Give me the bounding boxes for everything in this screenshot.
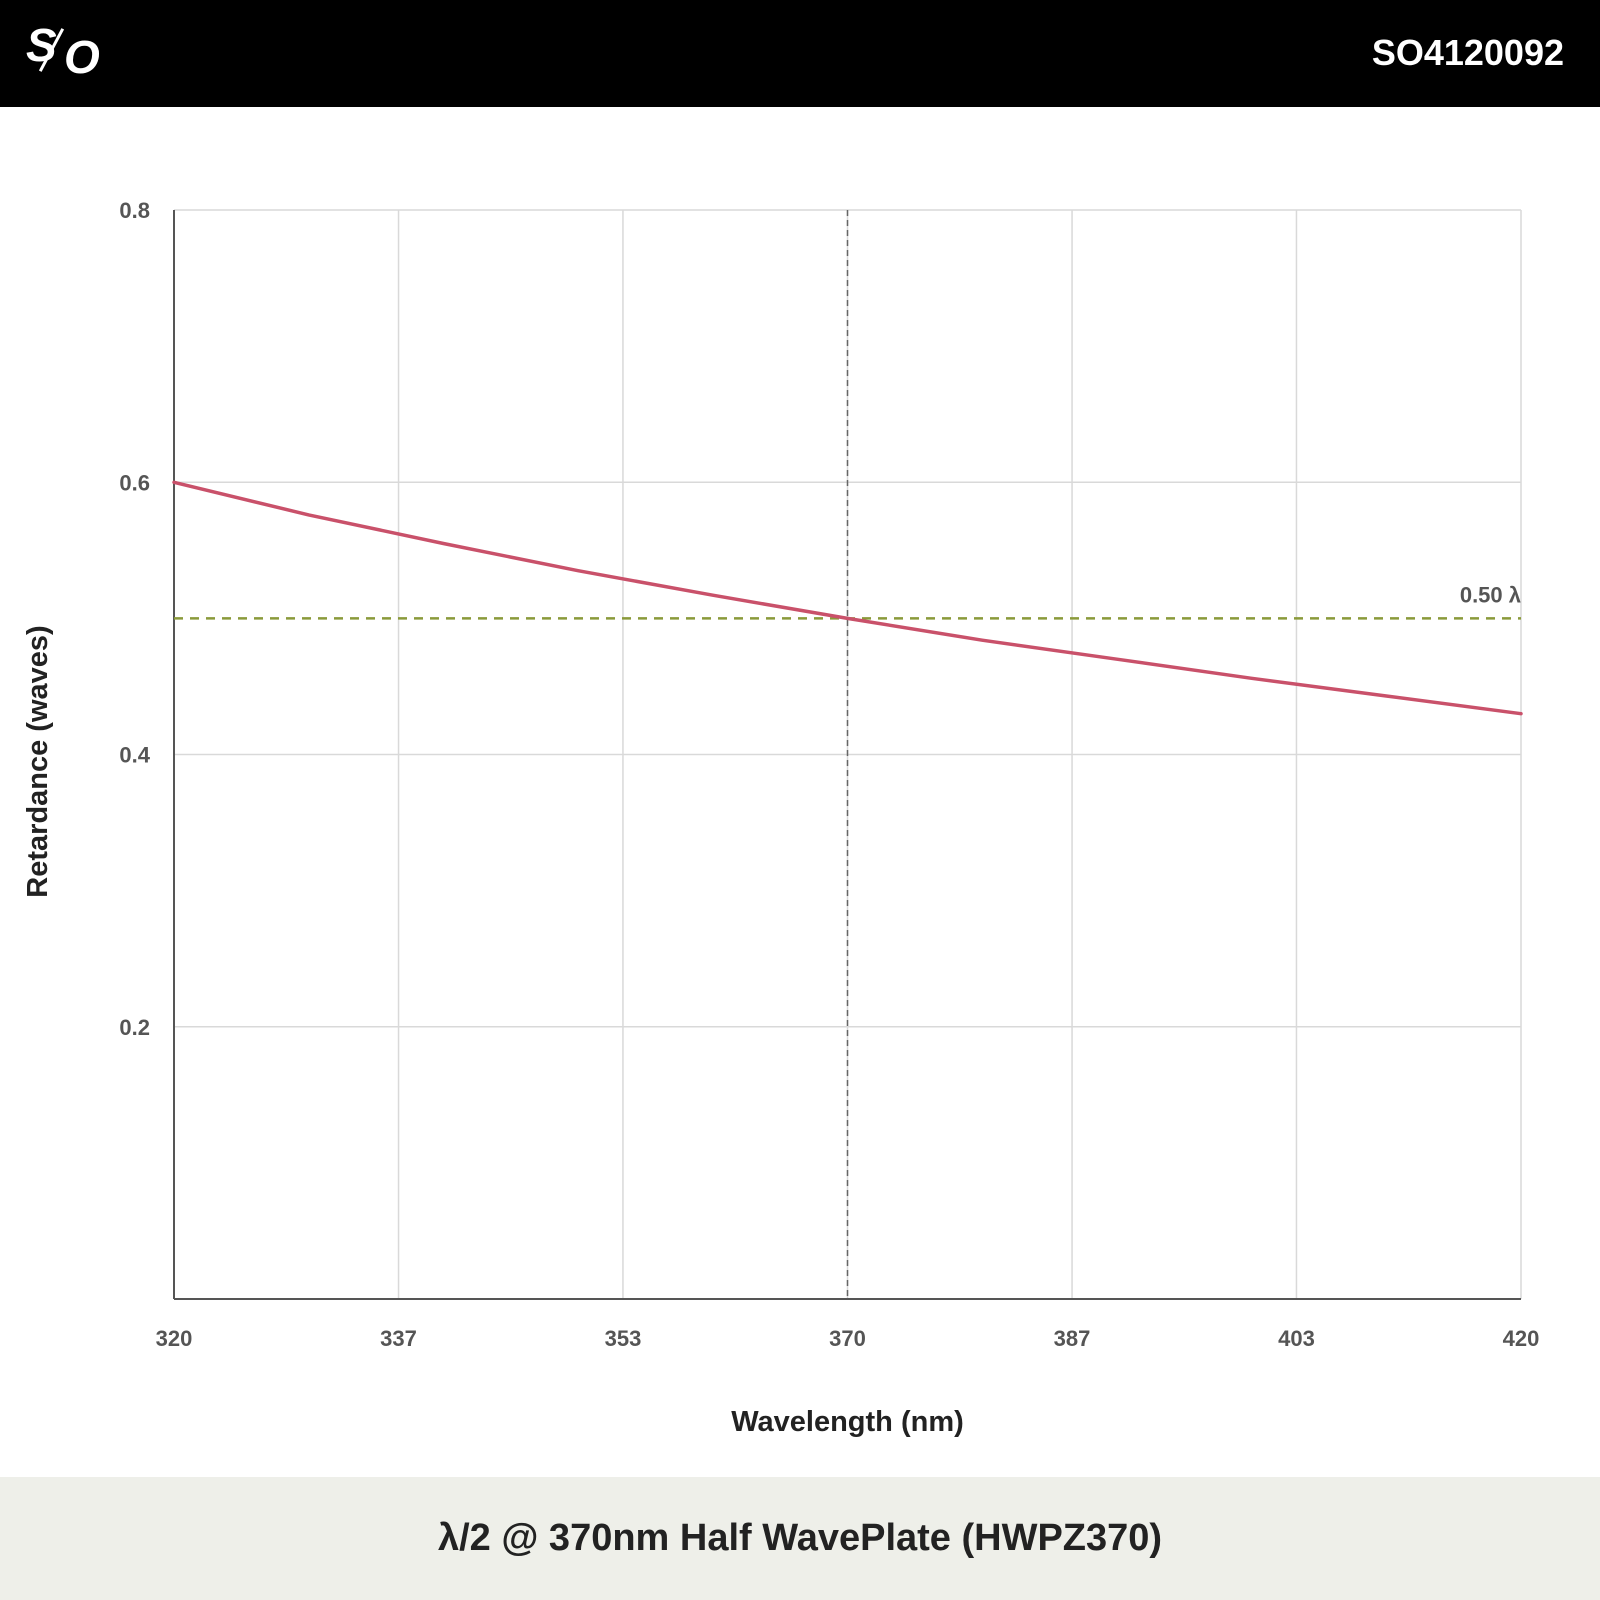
chart-svg: 0.50 λ 320 337 353 370 387 403 420 0.2 0.4 0.6 0.8 W… [22,198,1540,1438]
x-tick-label: 420 [1503,1326,1540,1351]
y-tick-label: 0.8 [119,198,150,223]
product-title: λ/2 @ 370nm Half WavePlate (HWPZ370) [437,1517,1163,1559]
x-tick-label: 337 [380,1326,417,1351]
x-tick-label: 387 [1054,1326,1091,1351]
y-tick-label: 0.4 [119,743,150,768]
x-tick-label: 403 [1278,1326,1315,1351]
y-tick-label: 0.2 [119,1015,150,1040]
part-number: SO4120092 [1371,32,1564,73]
retardance-chart: 0.50 λ 320 337 353 370 387 403 420 0.2 0.4 0.6 0.8 W… [0,107,1600,1477]
footer-bar: λ/2 @ 370nm Half WavePlate (HWPZ370) [0,1477,1600,1600]
brand-logo: S O [26,19,100,83]
x-tick-label: 370 [829,1326,866,1351]
reference-line-label: 0.50 λ [1460,582,1521,607]
retardance-curve [172,480,1523,716]
x-tick-label: 320 [156,1326,193,1351]
y-axis-title: Retardance (waves) [22,625,54,897]
x-tick-label: 353 [605,1326,642,1351]
header-bar: S O SO4120092 [0,0,1600,107]
x-axis-title: Wavelength (nm) [731,1406,964,1438]
y-tick-label: 0.6 [119,470,150,495]
